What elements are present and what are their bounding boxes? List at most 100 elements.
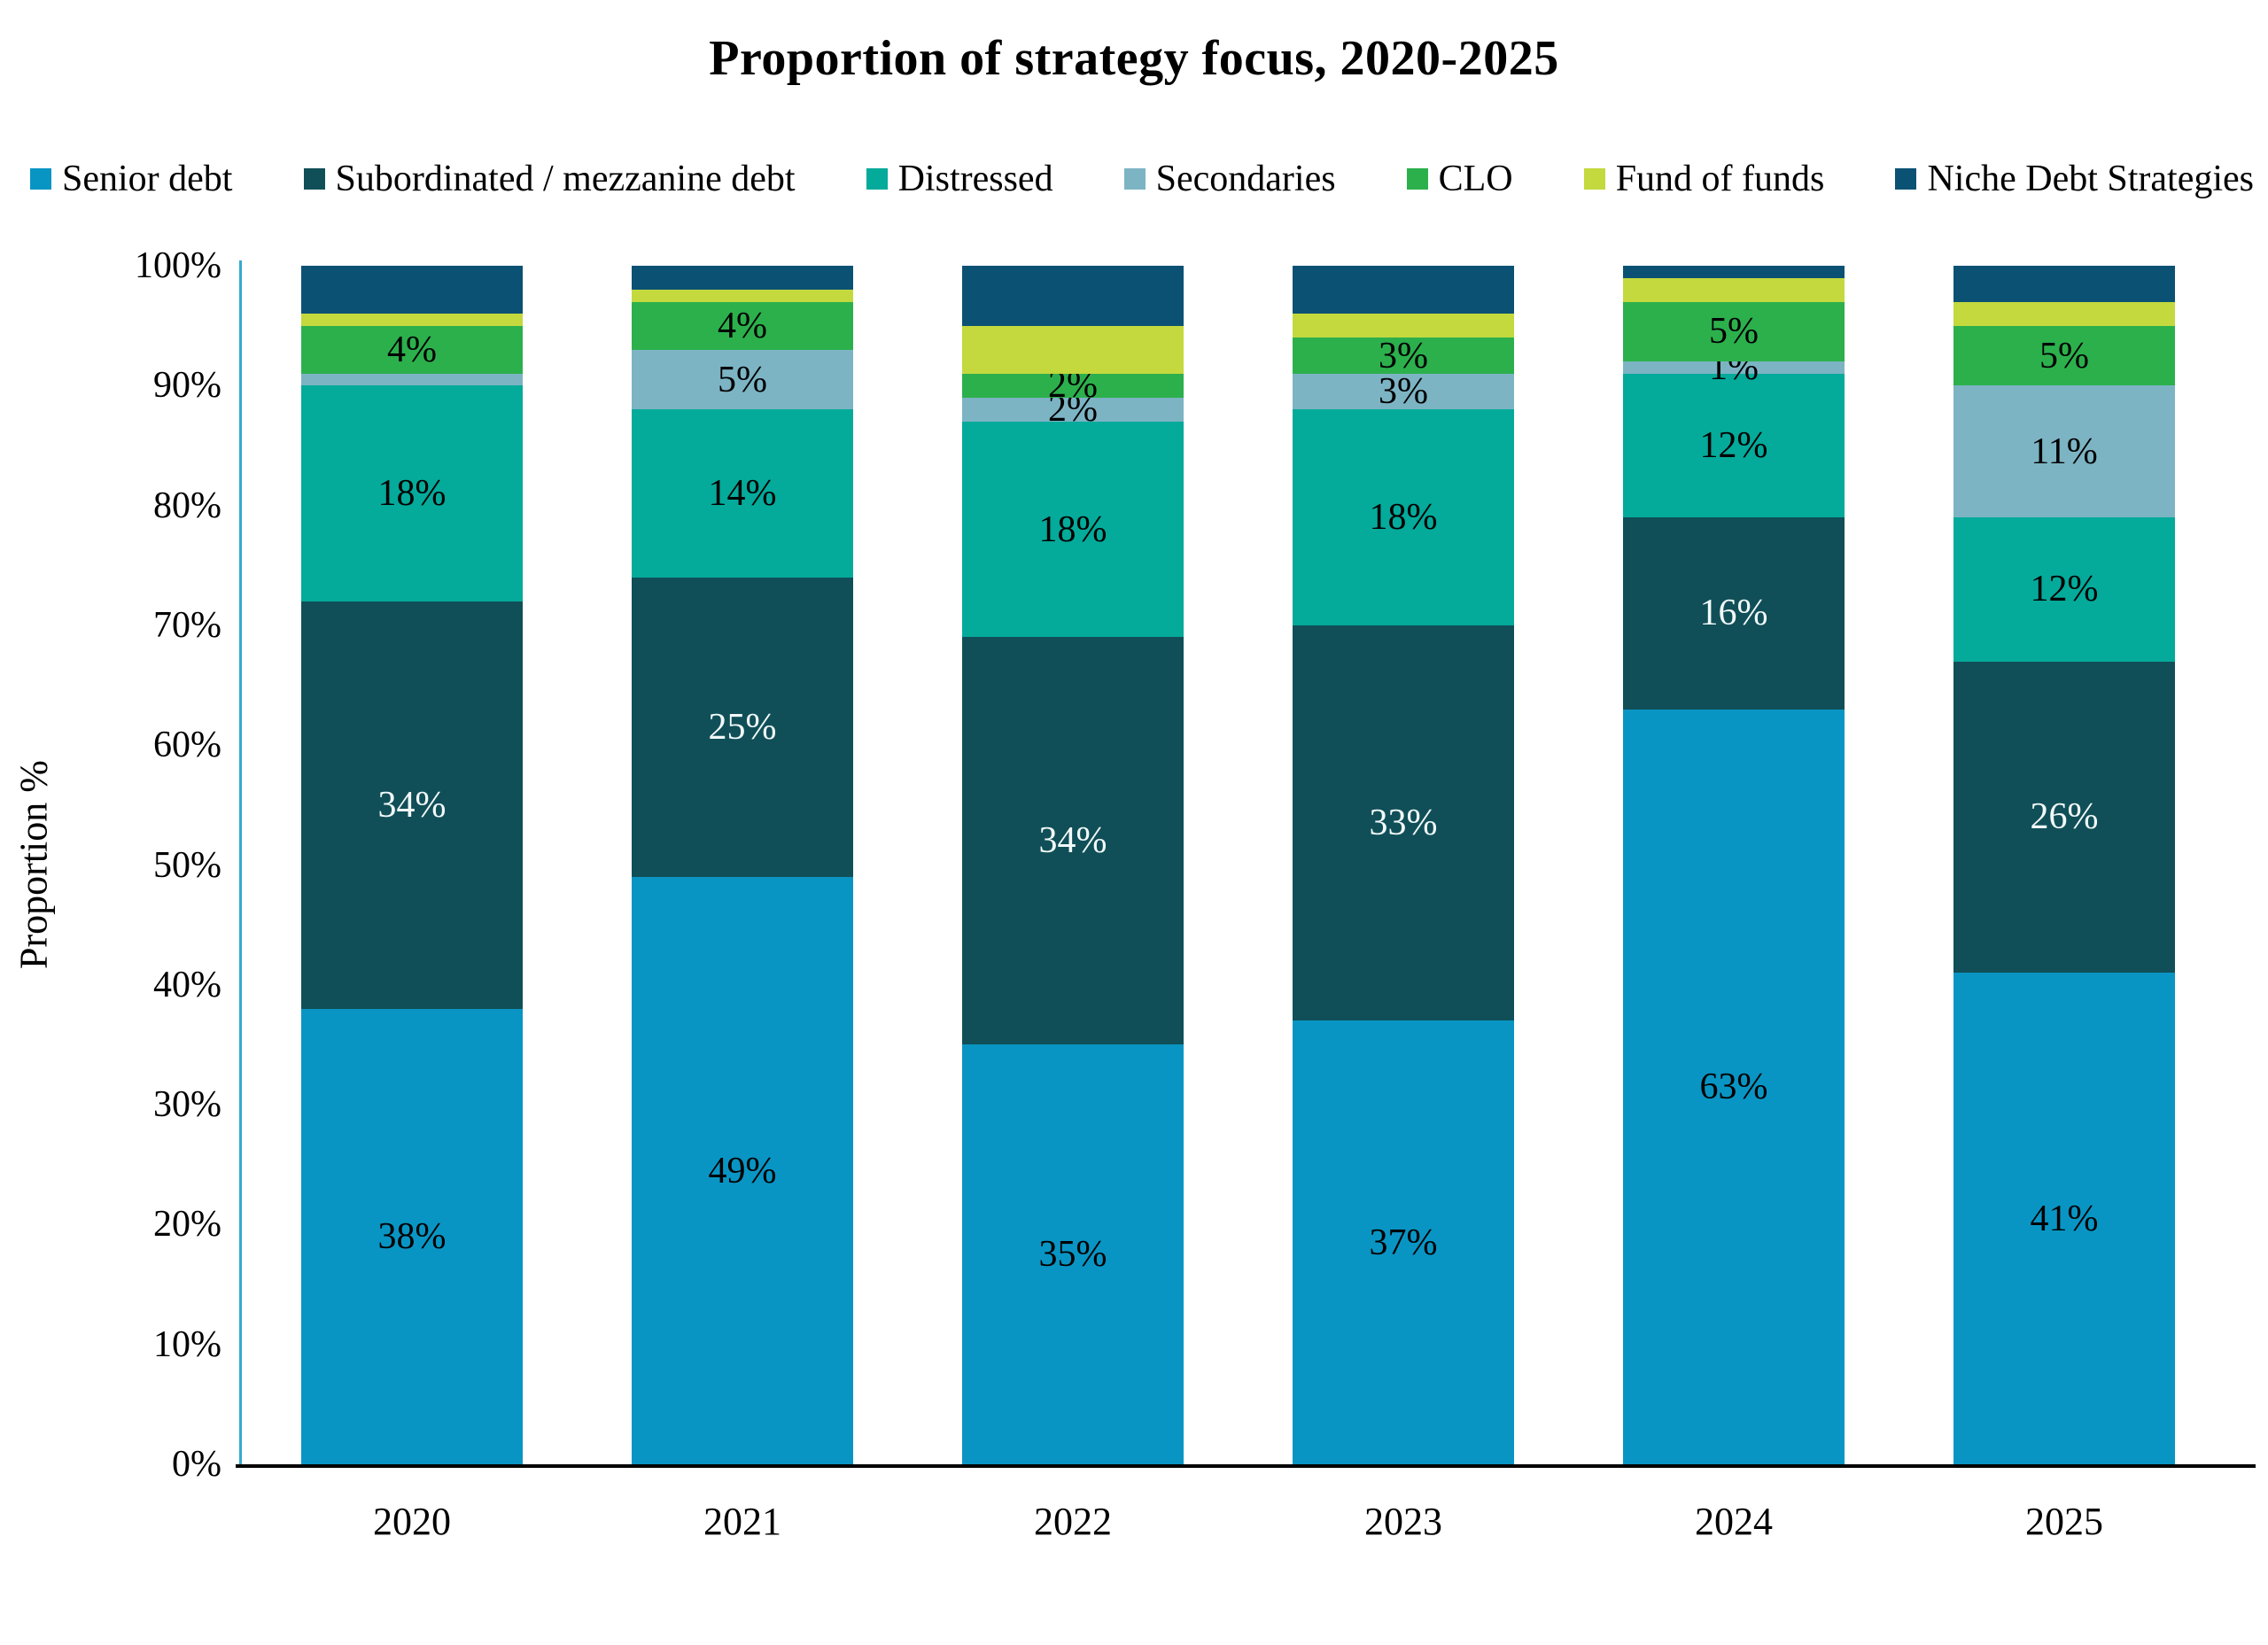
bar-segment-2025-fund-of-funds xyxy=(1953,301,2175,326)
data-label: 35% xyxy=(1038,1234,1107,1276)
data-label: 4% xyxy=(718,305,767,346)
data-label: 37% xyxy=(1369,1222,1438,1263)
bar-segment-2022-distressed: 18% xyxy=(962,421,1184,638)
bar-segment-2025-subordinated-mezzanine-debt: 26% xyxy=(1953,661,2175,974)
bar-segment-2020-subordinated-mezzanine-debt: 34% xyxy=(301,601,523,1009)
chart-title: Proportion of strategy focus, 2020-2025 xyxy=(709,31,1559,86)
data-label: 33% xyxy=(1369,803,1438,844)
y-tick-label: 50% xyxy=(153,844,221,886)
bar-segment-2022-subordinated-mezzanine-debt: 34% xyxy=(962,637,1184,1045)
bar-segment-2025-clo: 5% xyxy=(1953,325,2175,386)
bar-segment-2022-niche-debt-strategies xyxy=(962,266,1184,326)
bar-segment-2021-niche-debt-strategies xyxy=(632,266,853,291)
legend-swatch-icon xyxy=(303,168,325,190)
data-label: 5% xyxy=(2039,335,2089,376)
x-tick-label-2020: 2020 xyxy=(373,1500,451,1543)
y-tick-label: 30% xyxy=(153,1084,221,1126)
legend-swatch-icon xyxy=(1895,168,1917,190)
x-tick-label-2021: 2021 xyxy=(703,1500,781,1543)
bar-segment-2023-subordinated-mezzanine-debt: 33% xyxy=(1293,625,1514,1021)
bar-segment-2022-secondaries: 2% xyxy=(962,391,1184,428)
y-tick-label: 80% xyxy=(153,485,221,526)
bar-segment-2024-fund-of-funds xyxy=(1623,277,1845,302)
data-label: 25% xyxy=(708,706,777,748)
y-tick-label: 20% xyxy=(153,1204,221,1245)
x-axis-line xyxy=(236,1464,2256,1468)
bar-segment-2023-clo: 3% xyxy=(1293,335,1514,376)
x-tick-label-2023: 2023 xyxy=(1364,1500,1442,1543)
plot-area: 38% 34% 18% 4% 49% 25% 14% 5% 4% 35% 34% 18% 2% 2% 37%… xyxy=(236,260,2256,1468)
x-tick-label-2025: 2025 xyxy=(2025,1500,2103,1543)
bar-2023: 37% 33% 18% 3% 3% xyxy=(1293,266,1514,1464)
data-label: 34% xyxy=(1038,820,1107,862)
y-tick-label: 60% xyxy=(153,725,221,766)
bar-segment-2021-distressed: 14% xyxy=(632,409,853,578)
data-label: 63% xyxy=(1699,1066,1768,1107)
y-tick-label: 70% xyxy=(153,604,221,646)
legend-item-2: Distressed xyxy=(866,160,1053,198)
legend-label: Senior debt xyxy=(62,159,233,199)
legend-label: Distressed xyxy=(897,159,1053,199)
data-label: 5% xyxy=(1709,311,1759,353)
legend-swatch-icon xyxy=(866,168,888,190)
bar-segment-2022-clo: 2% xyxy=(962,367,1184,404)
legend: Senior debt Subordinated / mezzanine debt… xyxy=(30,152,2254,206)
y-tick-label: 0% xyxy=(172,1444,221,1485)
legend-item-0: Senior debt xyxy=(30,160,232,198)
data-label: 38% xyxy=(377,1215,447,1257)
legend-label: CLO xyxy=(1438,159,1513,199)
legend-item-4: CLO xyxy=(1406,159,1513,199)
bar-segment-2024-distressed: 12% xyxy=(1623,373,1845,518)
y-tick-label: 40% xyxy=(153,964,221,1005)
y-tick-label: 10% xyxy=(153,1323,221,1365)
y-tick-label: 100% xyxy=(135,245,221,286)
bar-segment-2025-distressed: 12% xyxy=(1953,517,2175,662)
legend-item-1: Subordinated / mezzanine debt xyxy=(303,160,796,198)
bar-segment-2024-senior-debt: 63% xyxy=(1623,709,1845,1464)
bar-segment-2024-clo: 5% xyxy=(1623,301,1845,362)
bar-segment-2024-secondaries: 1% xyxy=(1623,349,1845,386)
bar-segment-2020-fund-of-funds xyxy=(301,314,523,326)
bar-segment-2023-fund-of-funds xyxy=(1293,314,1514,338)
x-tick-label-2022: 2022 xyxy=(1034,1500,1112,1543)
legend-swatch-icon xyxy=(30,168,51,190)
legend-swatch-icon xyxy=(1583,168,1605,190)
data-label: 41% xyxy=(2030,1198,2099,1239)
bar-segment-2022-fund-of-funds xyxy=(962,325,1184,374)
legend-swatch-icon xyxy=(1406,168,1428,190)
bar-segment-2021-fund-of-funds xyxy=(632,290,853,302)
bar-2020: 38% 34% 18% 4% xyxy=(301,266,523,1464)
bar-2022: 35% 34% 18% 2% 2% xyxy=(962,266,1184,1464)
data-label: 49% xyxy=(708,1150,777,1191)
data-label: 4% xyxy=(387,329,437,370)
bar-2025: 41% 26% 12% 11% 5% xyxy=(1953,266,2175,1464)
bar-2021: 49% 25% 14% 5% 4% xyxy=(632,266,853,1464)
y-axis-line xyxy=(239,260,242,1464)
legend-item-6: Niche Debt Strategies xyxy=(1895,160,2254,198)
data-label: 26% xyxy=(2030,796,2099,838)
data-label: 34% xyxy=(377,784,447,826)
bar-segment-2024-niche-debt-strategies xyxy=(1623,266,1845,278)
data-label: 18% xyxy=(377,473,447,515)
data-label: 14% xyxy=(708,473,777,515)
data-label: 3% xyxy=(1379,371,1428,413)
legend-label: Fund of funds xyxy=(1615,159,1825,199)
data-label: 3% xyxy=(1379,335,1428,376)
bar-segment-2025-niche-debt-strategies xyxy=(1953,266,2175,302)
bar-segment-2021-subordinated-mezzanine-debt: 25% xyxy=(632,577,853,878)
data-label: 16% xyxy=(1699,593,1768,634)
bar-segment-2023-distressed: 18% xyxy=(1293,409,1514,625)
bar-segment-2020-senior-debt: 38% xyxy=(301,1008,523,1464)
data-label: 11% xyxy=(2031,431,2098,472)
legend-item-3: Secondaries xyxy=(1123,159,1336,199)
bar-2024: 63% 16% 12% 1% 5% xyxy=(1623,266,1845,1464)
legend-label: Secondaries xyxy=(1155,159,1336,199)
bar-segment-2025-senior-debt: 41% xyxy=(1953,973,2175,1464)
bar-segment-2023-senior-debt: 37% xyxy=(1293,1020,1514,1464)
legend-item-5: Fund of funds xyxy=(1583,159,1825,199)
legend-label: Niche Debt Strategies xyxy=(1927,159,2254,199)
bar-segment-2021-secondaries: 5% xyxy=(632,349,853,410)
data-label: 18% xyxy=(1038,508,1107,550)
bar-segment-2025-secondaries: 11% xyxy=(1953,385,2175,518)
